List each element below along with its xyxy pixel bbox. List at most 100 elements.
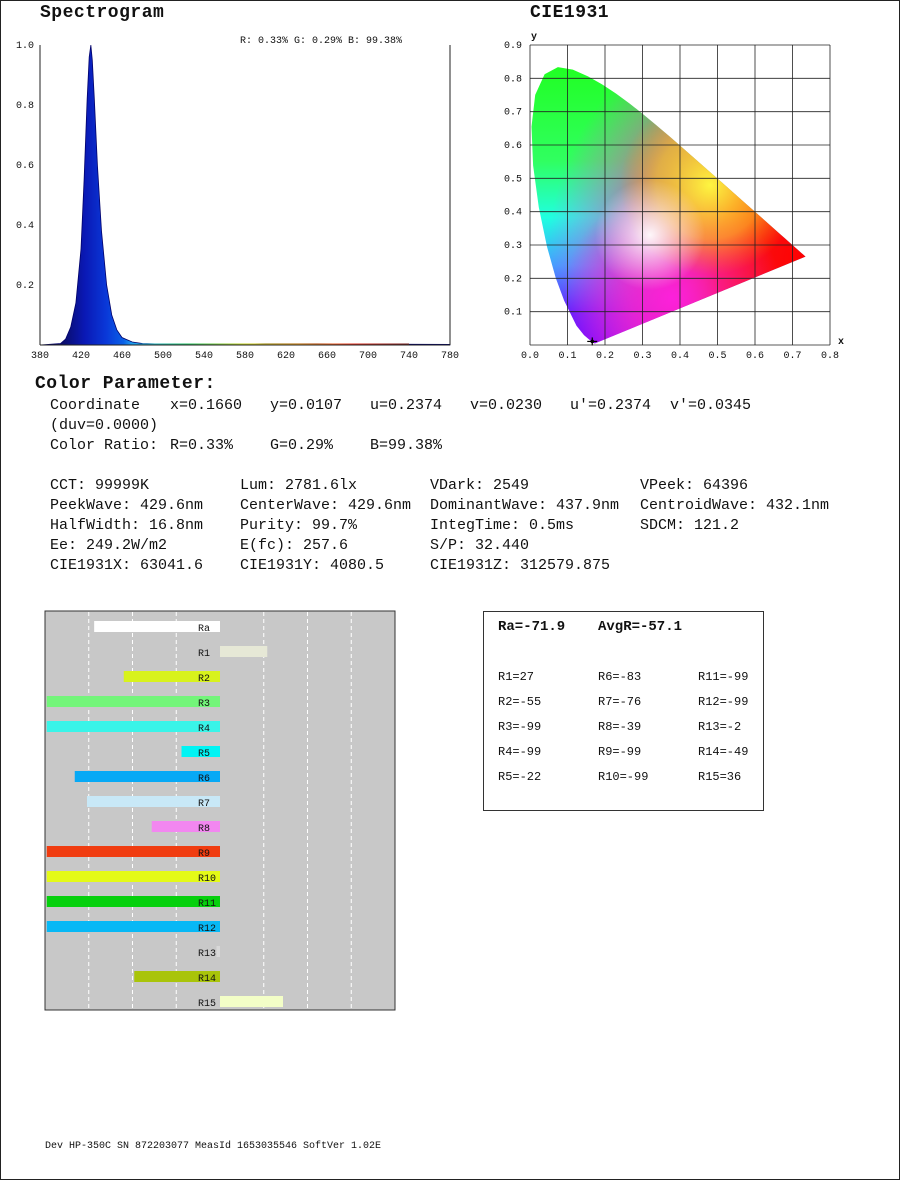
cri-r8: R8=-39 — [598, 720, 642, 734]
color-ratio-b: B=99.38% — [370, 437, 443, 454]
spectrum-x-tick: 580 — [236, 351, 254, 362]
cri-bar-r12 — [46, 921, 220, 932]
cri-r10: R10=-99 — [598, 770, 649, 784]
cri-bar-label: R13 — [198, 949, 216, 960]
cie-x-tick: 0.5 — [708, 351, 726, 362]
cri-r13: R13=-2 — [698, 720, 742, 734]
cie-measured-point — [590, 339, 595, 344]
spectrum-x-tick: 540 — [195, 351, 213, 362]
cri-bar-r15 — [220, 996, 283, 1007]
coord-v: v=0.0230 — [470, 397, 543, 414]
metric-sp: S/P: 32.440 — [430, 537, 530, 554]
cie-y-tick: 0.5 — [504, 174, 522, 185]
cie-y-tick: 0.3 — [504, 241, 522, 252]
coordinate-label: Coordinate — [50, 397, 141, 414]
cri-bar-r11 — [46, 896, 220, 907]
metric-sdcm: SDCM: 121.2 — [640, 517, 740, 534]
metric-cie1931y: CIE1931Y: 4080.5 — [240, 557, 385, 574]
cie-y-tick: 0.9 — [504, 41, 522, 52]
metric-centroidwave: CentroidWave: 432.1nm — [640, 497, 830, 514]
spectrum-x-tick: 460 — [113, 351, 131, 362]
coord-v-prime: v'=0.0345 — [670, 397, 752, 414]
metric-purity: Purity: 99.7% — [240, 517, 358, 534]
metric-ee: Ee: 249.2W/m2 — [50, 537, 168, 554]
spectrogram-chart: 380 420 460 500 540 580 620 660 700 740 780 1.0 0.8 0… — [16, 41, 459, 362]
cie-x-tick: 0.0 — [521, 351, 539, 362]
cri-bar-label: R15 — [198, 999, 216, 1010]
cri-bar-label: R12 — [198, 924, 216, 935]
cri-bar-label: R1 — [198, 649, 210, 660]
cri-bar-r9 — [46, 846, 220, 857]
coord-y: y=0.0107 — [270, 397, 343, 414]
spectrum-x-tick: 620 — [277, 351, 295, 362]
cri-bar-r10 — [46, 871, 220, 882]
device-footer: Dev HP-350C SN 872203077 MeasId 16530355… — [45, 1141, 382, 1152]
cie-x-tick: 0.1 — [558, 351, 576, 362]
metric-efc: E(fc): 257.6 — [240, 537, 349, 554]
cie-x-label: x — [838, 337, 844, 348]
spectrum-x-tick: 700 — [359, 351, 377, 362]
spectrum-x-tick: 420 — [72, 351, 90, 362]
cri-bar-r1 — [220, 646, 268, 657]
coord-u: u=0.2374 — [370, 397, 443, 414]
metric-cie1931x: CIE1931X: 63041.6 — [50, 557, 204, 574]
cri-bar-label: R7 — [198, 799, 210, 810]
cri-bar-label: R2 — [198, 674, 210, 685]
metric-integtime: IntegTime: 0.5ms — [430, 517, 575, 534]
cie-y-tick: 0.8 — [504, 74, 522, 85]
spectrum-y-tick: 0.4 — [16, 221, 34, 232]
cri-bar-label: R6 — [198, 774, 210, 785]
spectrum-y-tick: 0.2 — [16, 281, 34, 292]
cri-r9: R9=-99 — [598, 745, 642, 759]
coord-x: x=0.1660 — [170, 397, 243, 414]
cie-x-tick: 0.4 — [671, 351, 689, 362]
metric-peekwave: PeekWave: 429.6nm — [50, 497, 204, 514]
ra-value: Ra=-71.9 — [498, 619, 566, 635]
cie-y-tick: 0.1 — [504, 308, 522, 319]
cri-r11: R11=-99 — [698, 670, 749, 684]
metric-cie1931z: CIE1931Z: 312579.875 — [430, 557, 611, 574]
spectrum-y-tick: 1.0 — [16, 41, 34, 52]
cri-bar-label: R9 — [198, 849, 210, 860]
spectrum-x-tick: 740 — [400, 351, 418, 362]
cie-y-tick: 0.2 — [504, 274, 522, 285]
metric-centerwave: CenterWave: 429.6nm — [240, 497, 412, 514]
metric-lum: Lum: 2781.6lx — [240, 477, 358, 494]
spectrum-x-tick: 780 — [441, 351, 459, 362]
color-parameter-title: Color Parameter: — [35, 374, 216, 394]
cri-bar-r13 — [216, 946, 220, 957]
cri-bar-r4 — [46, 721, 220, 732]
cri-r2: R2=-55 — [498, 695, 542, 709]
cri-r4: R4=-99 — [498, 745, 542, 759]
cri-bar-r2 — [123, 671, 220, 682]
cri-bar-r5 — [181, 746, 220, 757]
cri-summary-box: Ra=-71.9 AvgR=-57.1 R1=27 R2=-55 R3=-99 … — [483, 611, 764, 811]
cri-r5: R5=-22 — [498, 770, 542, 784]
cri-r7: R7=-76 — [598, 695, 642, 709]
cri-bar-r3 — [46, 696, 220, 707]
cri-bar-r14 — [134, 971, 220, 982]
cri-r1: R1=27 — [498, 670, 535, 684]
cri-r6: R6=-83 — [598, 670, 642, 684]
cri-bar-label: R8 — [198, 824, 210, 835]
spectrogram-title: Spectrogram — [40, 3, 165, 23]
coord-duv: (duv=0.0000) — [50, 417, 159, 434]
cri-bar-label: R4 — [198, 724, 210, 735]
cri-bar-r8 — [151, 821, 220, 832]
cri-bar-label: R11 — [198, 899, 216, 910]
cie-y-tick: 0.4 — [504, 208, 522, 219]
coord-u-prime: u'=0.2374 — [570, 397, 652, 414]
metric-cct: CCT: 99999K — [50, 477, 150, 494]
cie-x-tick: 0.6 — [746, 351, 764, 362]
cri-bar-r6 — [74, 771, 220, 782]
metric-vpeek: VPeek: 64396 — [640, 477, 749, 494]
color-ratio-label: Color Ratio: — [50, 437, 159, 454]
cie-x-tick: 0.8 — [821, 351, 839, 362]
cri-bar-label: R3 — [198, 699, 210, 710]
cri-r3: R3=-99 — [498, 720, 542, 734]
cri-r14: R14=-49 — [698, 745, 749, 759]
spectrum-x-tick: 500 — [154, 351, 172, 362]
spectrum-y-tick: 0.6 — [16, 161, 34, 172]
cri-bar-label: Ra — [198, 624, 210, 635]
cie-y-tick: 0.6 — [504, 141, 522, 152]
